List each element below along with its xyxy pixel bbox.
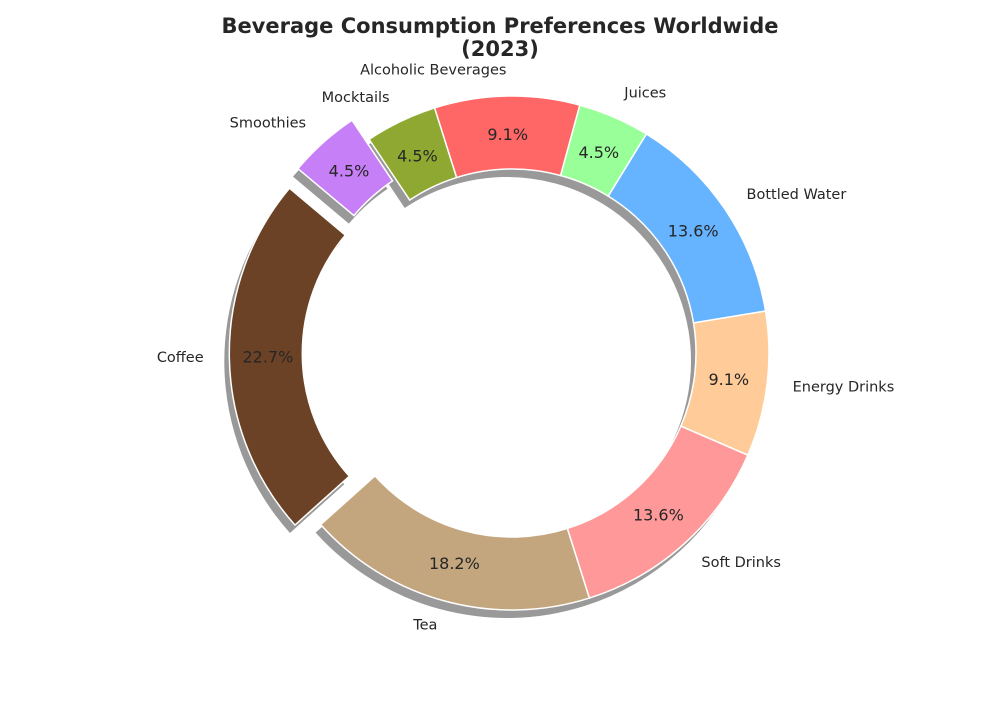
category-label-energy-drinks: Energy Drinks [793,379,895,395]
percent-label-mocktails: 4.5% [397,147,438,166]
category-label-mocktails: Mocktails [322,90,390,106]
percent-label-tea: 18.2% [429,554,480,573]
percent-label-energy-drinks: 9.1% [708,370,749,389]
percent-label-alcoholic-beverages: 9.1% [487,125,528,144]
wedge-coffee [228,187,351,527]
percent-label-bottled-water: 13.6% [668,222,719,241]
category-label-bottled-water: Bottled Water [747,187,847,203]
percent-label-smoothies: 4.5% [329,162,370,181]
wedge-tea [319,474,591,611]
category-label-soft-drinks: Soft Drinks [701,555,781,571]
category-label-alcoholic-beverages: Alcoholic Beverages [360,62,506,78]
percent-label-soft-drinks: 13.6% [633,506,684,525]
wedge-smoothies [296,119,394,217]
chart-title: Beverage Consumption Preferences Worldwi… [221,14,779,38]
category-label-juices: Juices [623,86,666,102]
percent-label-coffee: 22.7% [242,348,293,367]
chart-subtitle: (2023) [461,37,539,61]
wedge-mocktails [368,107,458,202]
category-label-coffee: Coffee [157,350,204,366]
percent-label-juices: 4.5% [578,143,619,162]
category-label-smoothies: Smoothies [230,115,306,131]
category-label-tea: Tea [412,618,437,634]
